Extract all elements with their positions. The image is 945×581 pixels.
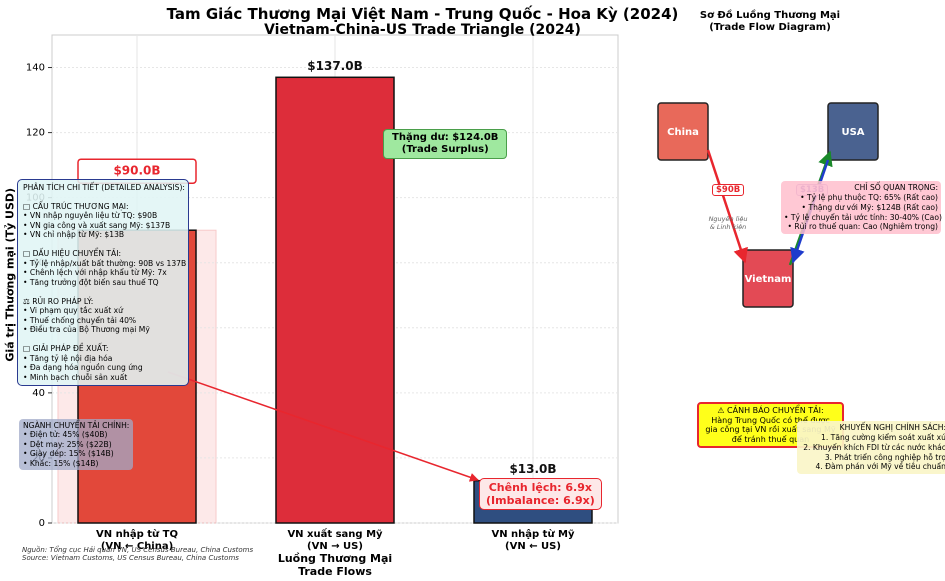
flow-arrow xyxy=(706,149,748,264)
source-note: Nguồn: Tổng cục Hải quan VN, US Census B… xyxy=(22,546,254,563)
indicators-box: CHỈ SỐ QUAN TRỌNG: • Tỷ lệ phụ thuộc TQ:… xyxy=(781,181,942,235)
bar xyxy=(275,76,395,524)
y-tick-label: 0 xyxy=(39,518,45,529)
chart-subtitle: Vietnam-China-US Trade Triangle (2024) xyxy=(264,22,581,38)
node-label: Vietnam xyxy=(745,274,792,285)
diagram-title: Sơ Đồ Luồng Thương Mại (Trade Flow Diagr… xyxy=(699,10,841,33)
node xyxy=(742,249,794,308)
y-tick-label: 40 xyxy=(32,388,45,399)
policy-box: KHUYẾN NGHỊ CHÍNH SÁCH: 1. Tăng cường ki… xyxy=(797,421,945,475)
x-tick-label: VN nhập từ TQ (VN ← China) xyxy=(96,529,178,552)
edge-label: $90B xyxy=(712,184,745,197)
x-tick-label: VN nhập từ Mỹ (VN ← US) xyxy=(491,529,575,552)
node-label: USA xyxy=(841,127,864,138)
analysis-box: PHÂN TÍCH CHI TIẾT (DETAILED ANALYSIS): … xyxy=(17,179,189,387)
y-tick-label: 140 xyxy=(26,63,45,74)
y-tick-label: 120 xyxy=(26,128,45,139)
chart-title: Tam Giác Thương Mại Việt Nam - Trung Quố… xyxy=(166,5,679,23)
value-label: $90.0B xyxy=(113,164,160,178)
industries-box: NGÀNH CHUYỂN TẢI CHÍNH: • Điện tử: 45% (… xyxy=(19,419,134,471)
imbalance-arrow xyxy=(167,371,479,482)
flow-note: Nguyên liệu & Linh kiện xyxy=(708,215,748,231)
node xyxy=(827,102,879,161)
imbalance-callout: Chênh lệch: 6.9x (Imbalance: 6.9x) xyxy=(479,478,602,511)
x-axis-label: Luồng Thương Mại Trade Flows xyxy=(277,552,393,579)
node-label: China xyxy=(667,127,699,138)
x-tick-label: VN xuất sang Mỹ (VN → US) xyxy=(287,529,383,552)
y-axis-label: Giá trị Thương mại (Tỷ USD) xyxy=(3,187,17,362)
value-label: $13.0B xyxy=(509,462,556,476)
node xyxy=(657,102,709,161)
value-label: $137.0B xyxy=(307,59,362,73)
surplus-callout: Thặng dư: $124.0B (Trade Surplus) xyxy=(383,129,508,159)
